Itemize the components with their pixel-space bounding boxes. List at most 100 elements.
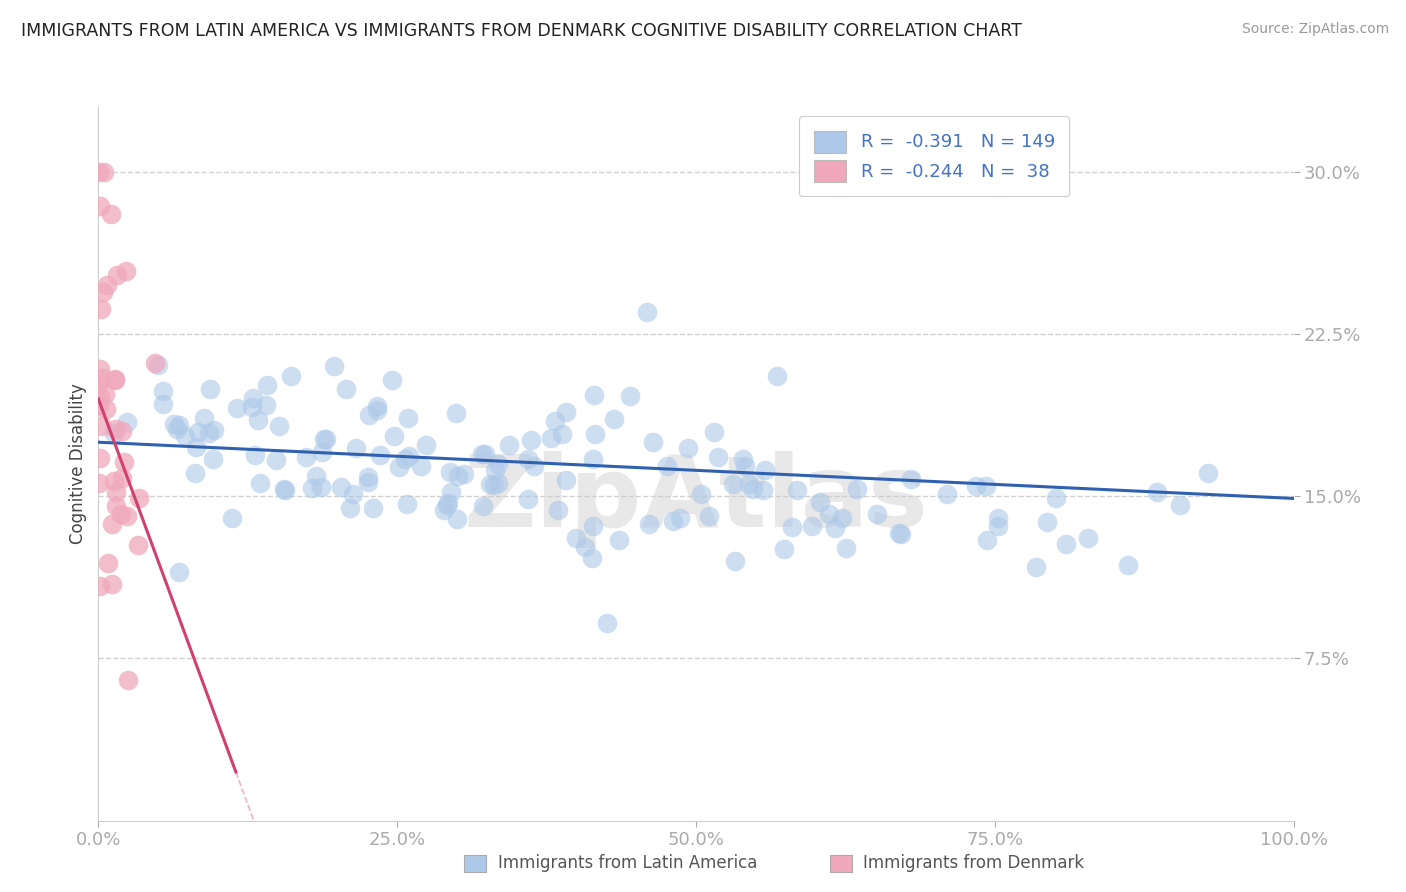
Point [471,447,494,461]
Point [90,301,112,316]
Point [330,479,353,493]
Point [110,508,132,522]
Point [103,475,125,489]
Point [89,362,111,376]
Point [249,475,271,490]
Point [152,384,174,398]
Point [409,459,432,474]
Point [323,359,346,373]
Point [173,428,195,442]
Point [742,483,765,497]
Point [800,518,823,533]
Point [366,399,388,413]
Point [486,458,509,472]
Point [101,516,124,531]
Point [295,450,318,465]
Point [398,411,420,425]
Point [312,432,335,446]
Point [366,402,388,417]
Point [439,466,461,480]
Point [198,382,221,396]
Point [87,378,110,392]
Point [100,207,122,221]
Point [105,268,128,283]
Point [636,305,658,319]
Point [89,579,111,593]
Point [754,463,776,477]
Point [339,501,361,516]
Point [274,483,297,497]
Point [398,449,420,463]
Point [361,501,384,516]
Point [486,475,509,490]
Point [301,481,323,495]
Point [311,444,333,458]
Point [91,371,114,385]
Point [453,467,475,482]
Text: Immigrants from Latin America: Immigrants from Latin America [498,855,756,872]
Point [256,378,278,392]
Point [581,550,603,565]
Point [731,452,754,467]
Point [866,508,889,522]
Point [264,452,287,467]
Point [824,521,846,535]
Point [254,399,277,413]
Point [523,458,546,473]
Point [167,565,190,579]
Point [1045,491,1067,505]
Point [89,398,111,412]
Point [1116,558,1139,572]
Point [446,512,468,526]
Point [976,533,998,547]
Point [103,426,125,441]
Point [221,511,243,525]
Point [889,525,911,540]
Point [394,452,416,467]
Point [987,511,1010,525]
Point [835,541,858,555]
Point [89,390,111,404]
Point [661,514,683,528]
Point [368,448,391,462]
Point [690,487,713,501]
Point [444,406,467,420]
Point [1056,536,1078,550]
Point [607,533,630,547]
Point [447,468,470,483]
Point [516,492,538,507]
Point [342,486,364,500]
Point [707,450,730,465]
Point [94,387,117,401]
Point [1197,466,1219,480]
Point [544,414,567,428]
Point [734,458,756,473]
Point [619,388,641,402]
Point [520,433,543,447]
Point [335,382,357,396]
Text: Source: ZipAtlas.com: Source: ZipAtlas.com [1241,22,1389,37]
Point [965,478,987,492]
Point [724,554,747,568]
Point [104,371,127,385]
Point [440,485,463,500]
Point [437,496,460,510]
Point [415,438,437,452]
Point [596,615,619,630]
Point [309,480,332,494]
Point [226,401,249,416]
Point [935,487,957,501]
Point [479,476,502,491]
Point [193,411,215,425]
Point [808,495,831,509]
Legend: R =  -0.391   N = 149, R =  -0.244   N =  38: R = -0.391 N = 149, R = -0.244 N = 38 [799,116,1070,196]
Point [583,426,606,441]
Point [166,422,188,436]
Point [93,165,115,179]
Text: Immigrants from Denmark: Immigrants from Denmark [863,855,1084,872]
Point [89,199,111,213]
Point [1036,515,1059,529]
Point [89,451,111,466]
Point [603,412,626,426]
Point [1025,559,1047,574]
